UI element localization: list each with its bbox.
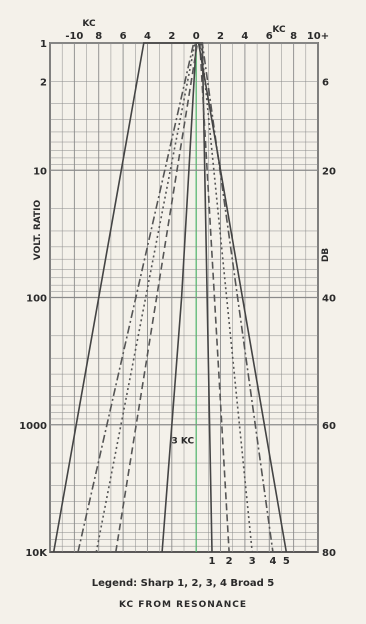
legend-text: Legend: Sharp 1, 2, 3, 4 Broad 5 — [92, 578, 274, 589]
y-axis-label-right: DB — [321, 248, 331, 262]
series-line-5 — [52, 42, 288, 553]
right-tick-label: 60 — [322, 421, 336, 432]
label-layer: -10 8 6 4 2 0 2 4 6 8 10+KCKC1210100100010K6204060… — [19, 19, 336, 610]
x-axis-label: KC FROM RESONANCE — [119, 600, 247, 610]
top-tick-label: 2 — [217, 31, 224, 42]
curve-number-label: 2 — [226, 556, 233, 567]
curve-number-label: 1 — [209, 556, 216, 567]
kc-unit-label-right: KC — [272, 25, 286, 35]
series-layer — [52, 42, 288, 553]
top-tick-label: 8 — [95, 31, 102, 42]
top-tick-label: 10+ — [307, 31, 329, 42]
grid-layer — [49, 42, 319, 553]
curve-number-label: 5 — [283, 556, 290, 567]
top-tick-label: 8 — [290, 31, 297, 42]
top-tick-label: 0 — [193, 31, 200, 42]
curve-number-label: 3 — [249, 556, 256, 567]
right-tick-label: 20 — [322, 166, 336, 177]
right-tick-label: 80 — [322, 548, 336, 559]
left-tick-label: 1 — [40, 39, 47, 50]
left-tick-label: 100 — [26, 294, 47, 305]
series-line-2 — [115, 42, 230, 553]
left-tick-label: 2 — [40, 77, 47, 88]
top-tick-label: 2 — [168, 31, 175, 42]
left-tick-label: 10 — [33, 166, 47, 177]
y-axis-label-left: VOLT. RATIO — [33, 199, 43, 260]
top-tick-label: 4 — [241, 31, 248, 42]
right-tick-label: 40 — [322, 294, 336, 305]
curve-number-label: 4 — [269, 556, 276, 567]
top-tick-label: -10 — [65, 31, 83, 42]
right-tick-label: 6 — [322, 77, 329, 88]
top-tick-label: 4 — [144, 31, 151, 42]
left-tick-label: 1000 — [19, 421, 47, 432]
annotation-3kc: 3 KC — [171, 436, 194, 446]
kc-unit-label-left: KC — [82, 19, 96, 29]
top-tick-label: 6 — [120, 31, 127, 42]
series-line-4 — [77, 42, 274, 553]
top-tick-label: 6 — [266, 31, 273, 42]
left-tick-label: 10K — [25, 548, 48, 559]
